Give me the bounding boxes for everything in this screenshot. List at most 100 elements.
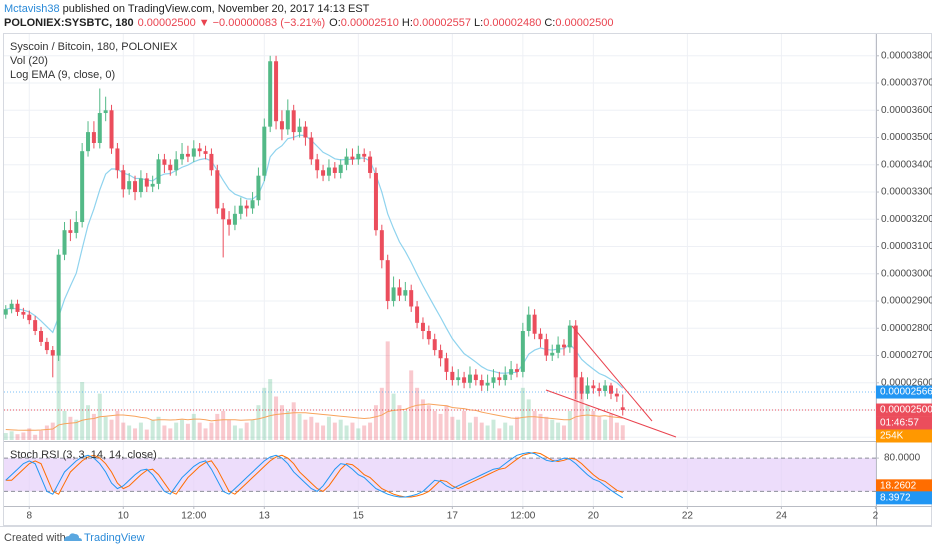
candle-body: [185, 153, 190, 157]
volume-bar: [133, 428, 138, 440]
ohlc-value: 0.00002500: [555, 17, 613, 29]
volume-bar: [620, 425, 625, 440]
ohlc-value: 0.00002480: [483, 17, 541, 29]
last-price-tag: 0.00002500: [880, 405, 932, 416]
volume-bar: [256, 405, 261, 440]
ohlc-key: L:: [474, 17, 483, 29]
volume-bar: [221, 411, 226, 440]
volume-bar: [526, 399, 531, 440]
volume-bar: [291, 402, 296, 440]
candle-body: [274, 61, 279, 122]
volume-bar: [156, 416, 161, 440]
candle-body: [368, 156, 373, 173]
candle-body: [608, 385, 613, 394]
y-tick-label: 0.00003400: [881, 159, 932, 170]
candle-body: [197, 148, 202, 152]
candle-body: [180, 153, 185, 160]
volume-bar: [450, 416, 455, 440]
candle-body: [232, 213, 237, 225]
symbol: POLONIEX:SYSBTC, 180: [4, 17, 134, 29]
volume-bar: [215, 413, 220, 440]
candle-body: [514, 369, 519, 372]
candle-body: [127, 181, 132, 190]
candle-body: [326, 167, 331, 176]
ohlc-key: H:: [402, 17, 413, 29]
candle-body: [403, 290, 408, 296]
ohlc-value: 0.00002510: [341, 17, 399, 29]
volume-legend: Vol (20): [10, 55, 48, 67]
volume-ma-line: [5, 403, 623, 431]
candle-body: [520, 331, 525, 372]
candle-body: [168, 164, 173, 171]
candle-body: [321, 170, 326, 176]
volume-bar: [33, 434, 38, 440]
candle-body: [115, 148, 120, 171]
volume-bar: [420, 399, 425, 440]
volume-bar: [326, 416, 331, 440]
volume-bar: [144, 429, 149, 440]
volume-bar: [274, 396, 279, 440]
candle-body: [21, 311, 26, 315]
volume-bar: [514, 416, 519, 440]
volume-bar: [520, 387, 525, 440]
candle-body: [491, 377, 496, 383]
candle-body: [174, 159, 179, 171]
volume-bar: [138, 422, 143, 440]
volume-bar: [15, 434, 20, 440]
volume-bar: [180, 419, 185, 440]
candle-body: [373, 172, 378, 231]
volume-bar: [232, 425, 237, 440]
candle-body: [544, 339, 549, 356]
volume-bar: [550, 419, 555, 440]
volume-bar: [174, 422, 179, 440]
volume-bar: [321, 425, 326, 440]
volume-bar: [409, 370, 414, 440]
x-tick-label: 2: [873, 511, 879, 522]
candle-body: [432, 339, 437, 351]
volume-bar: [168, 428, 173, 440]
y-tick-label: 0.00002600: [881, 377, 932, 388]
candle-body: [68, 230, 73, 233]
candle-body: [238, 205, 243, 214]
candle-body: [415, 306, 420, 323]
ema-line: [5, 134, 624, 389]
candle-body: [503, 374, 508, 381]
x-tick-label: 15: [353, 511, 365, 522]
volume-bar: [86, 405, 91, 440]
candle-body: [144, 178, 149, 187]
candle-body: [268, 61, 273, 127]
candle-body: [191, 148, 196, 157]
x-tick-label: 12:00: [181, 511, 206, 522]
volume-bar: [462, 411, 467, 440]
price-line-tag: 0.00002566: [880, 387, 932, 398]
y-tick-label: 0.00003200: [881, 214, 932, 225]
stoch-band: [4, 458, 876, 492]
stoch-d-tag: 18.2602: [880, 480, 917, 491]
candle-body: [279, 121, 284, 130]
price-line-tag-bg: [876, 385, 932, 399]
volume-bar: [39, 430, 44, 440]
candle-body: [550, 352, 555, 356]
countdown-tag: 01:46:57: [880, 418, 919, 429]
y-tick-label: 0.00003700: [881, 78, 932, 89]
x-tick-label: 22: [682, 511, 694, 522]
volume-bar: [356, 428, 361, 440]
ohlc-key: C:: [544, 17, 555, 29]
volume-bar: [127, 425, 132, 440]
volume-bar: [27, 428, 32, 440]
stoch-k-line: [5, 452, 624, 499]
volume-bar: [9, 431, 14, 440]
candle-body: [444, 358, 449, 372]
stoch-k-tag: 8.3972: [880, 492, 911, 503]
volume-bar: [368, 422, 373, 440]
volume-bar: [44, 425, 49, 440]
footer-brand[interactable]: TradingView: [84, 532, 145, 544]
price: 0.00002500: [138, 17, 196, 29]
volume-bar: [3, 433, 8, 440]
candle-body: [485, 382, 490, 386]
volume-bar: [467, 422, 472, 440]
volume-bar: [538, 413, 543, 440]
candle-body: [309, 137, 314, 160]
candle-body: [338, 164, 343, 173]
change: −0.00000083 (−3.21%): [213, 17, 326, 29]
